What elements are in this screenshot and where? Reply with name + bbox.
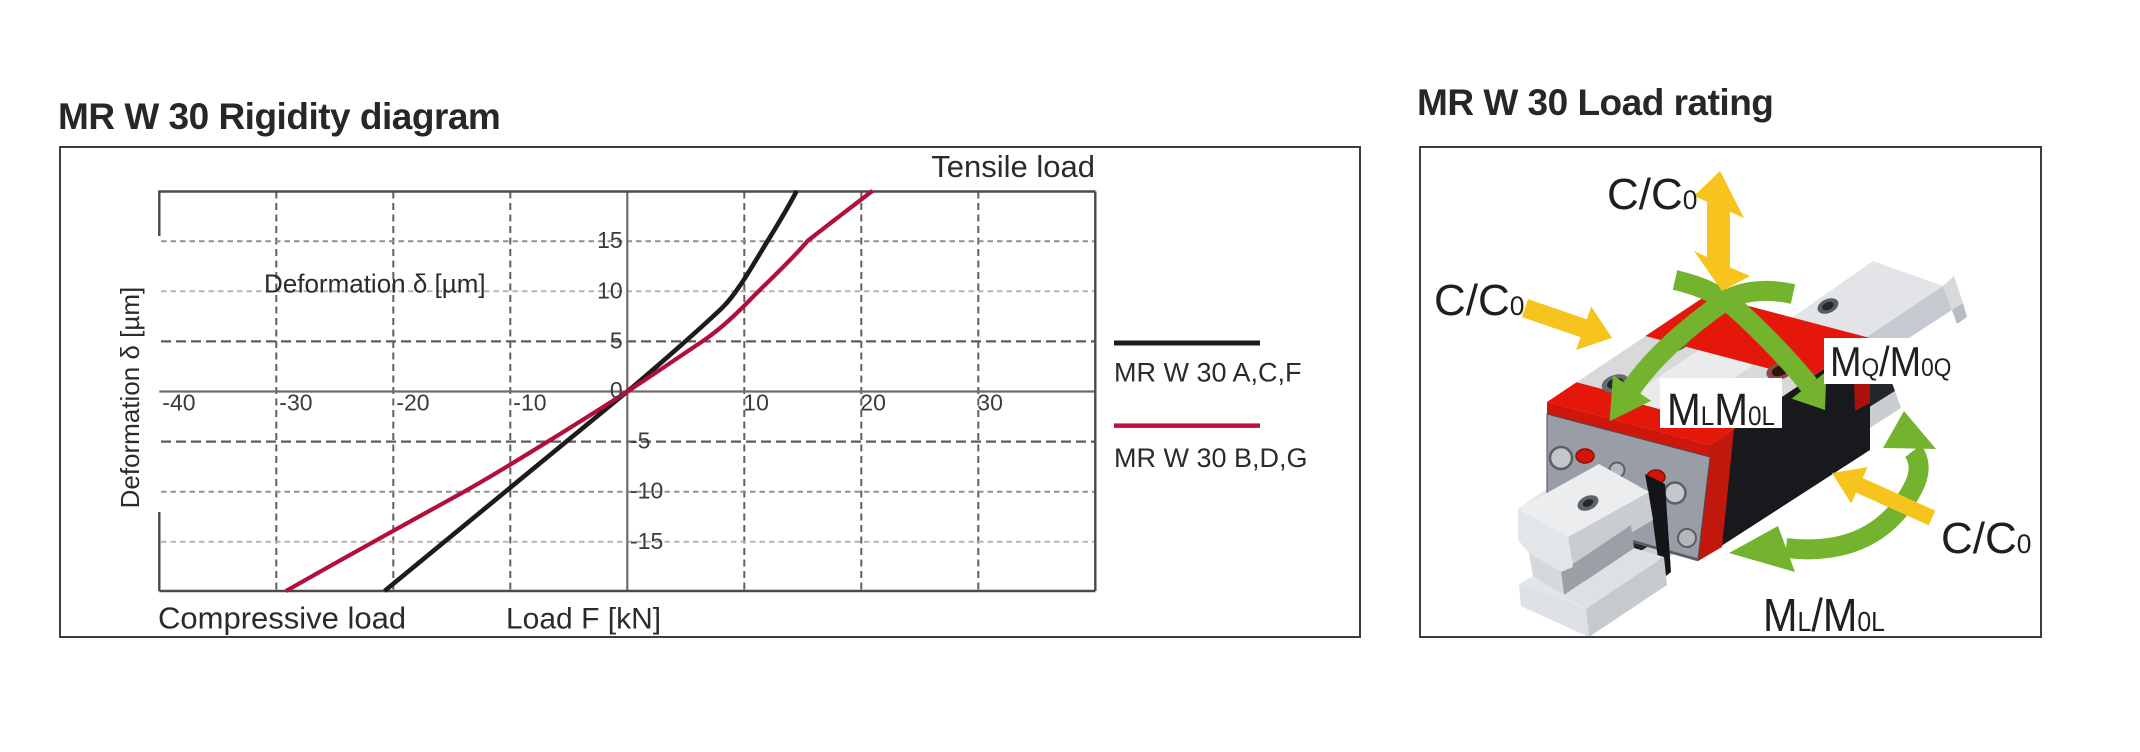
svg-text:Compressive load: Compressive load [158, 601, 406, 636]
svg-text:10: 10 [597, 277, 623, 303]
svg-text:Deformation δ [µm]: Deformation δ [µm] [115, 287, 145, 509]
svg-text:Load F [kN]: Load F [kN] [506, 603, 661, 636]
svg-text:-40: -40 [162, 390, 195, 416]
svg-text:-5: -5 [630, 428, 650, 454]
svg-text:20: 20 [860, 390, 886, 416]
svg-text:MR W 30 B,D,G: MR W 30 B,D,G [1114, 443, 1308, 473]
svg-text:5: 5 [610, 327, 623, 353]
svg-text:MR W 30 A,C,F: MR W 30 A,C,F [1114, 358, 1302, 388]
svg-text:30: 30 [977, 390, 1003, 416]
svg-text:-10: -10 [630, 478, 663, 504]
svg-text:Tensile load: Tensile load [931, 149, 1095, 184]
svg-text:Deformation δ [µm]: Deformation δ [µm] [264, 269, 486, 299]
svg-text:0: 0 [610, 377, 623, 403]
svg-text:-30: -30 [279, 390, 312, 416]
svg-text:15: 15 [597, 227, 623, 253]
svg-text:-15: -15 [630, 528, 663, 554]
svg-text:-20: -20 [396, 390, 429, 416]
svg-text:-10: -10 [513, 390, 546, 416]
svg-text:10: 10 [743, 390, 769, 416]
